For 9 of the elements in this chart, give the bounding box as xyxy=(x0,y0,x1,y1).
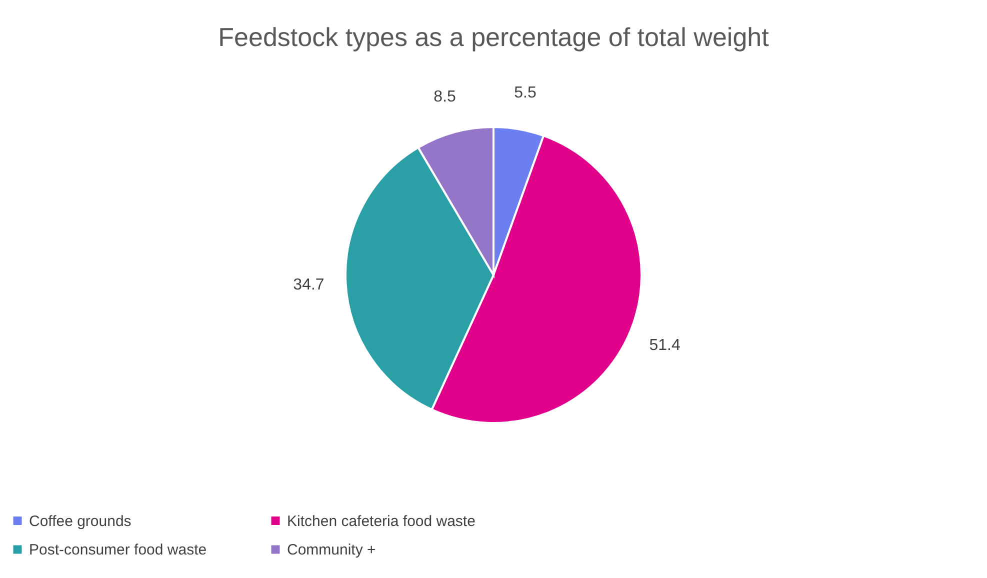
data-label: 5.5 xyxy=(514,84,536,102)
legend-label: Community + xyxy=(287,542,376,558)
legend-label: Coffee grounds xyxy=(29,512,132,530)
legend-label: Kitchen cafeteria food waste xyxy=(287,512,476,530)
chart-title: Feedstock types as a percentage of total weight xyxy=(218,22,770,52)
data-label: 8.5 xyxy=(434,88,456,106)
legend-label: Post-consumer food waste xyxy=(29,542,207,558)
data-label: 51.4 xyxy=(649,336,680,354)
data-label: 34.7 xyxy=(293,276,324,294)
